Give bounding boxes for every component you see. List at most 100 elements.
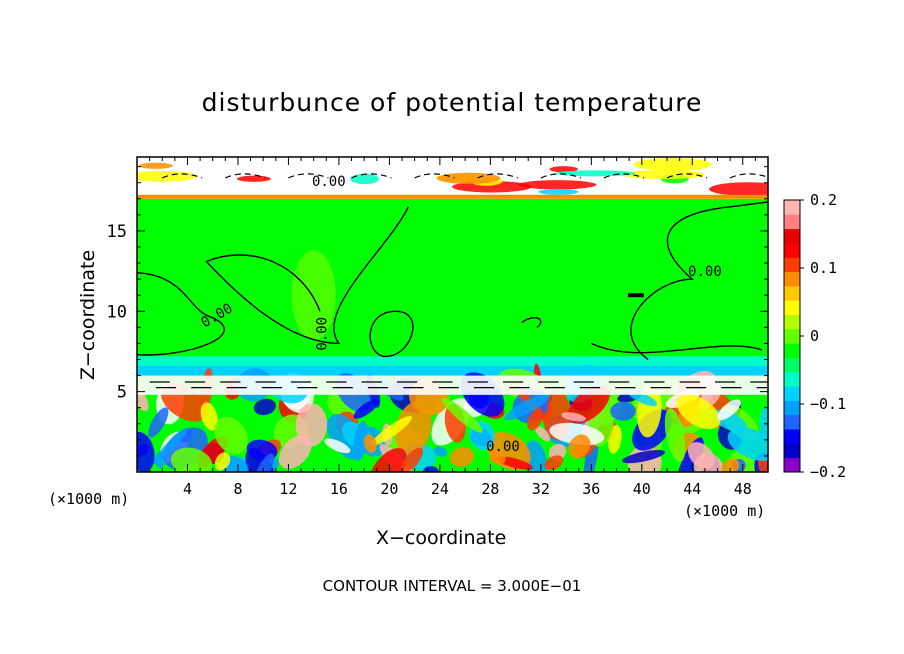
stratosphere-blob — [555, 170, 636, 177]
stratosphere-blob — [452, 181, 532, 193]
colorbar-segment — [784, 343, 800, 358]
y-tick-label: 15 — [107, 222, 127, 242]
lower-field-blob — [489, 450, 506, 465]
stratosphere-contour — [414, 173, 455, 179]
x-axis-label: X−coordinate — [376, 527, 507, 549]
colorbar-segment — [784, 457, 800, 473]
x-tick-label: 44 — [683, 480, 701, 498]
x-unit-label-right: (×1000 m) — [684, 502, 766, 520]
zero-contour — [630, 201, 768, 361]
transition-band-2 — [137, 365, 768, 376]
chart-title: disturbunce of potential temperature — [201, 88, 703, 117]
colorbar-segment — [784, 371, 800, 387]
stratosphere-blob — [538, 188, 579, 195]
stratosphere-blob — [138, 162, 173, 169]
stratosphere-contour — [540, 173, 582, 179]
lower-field-blob — [253, 398, 276, 416]
y-tick-label: 5 — [117, 383, 127, 403]
stratosphere-contour — [603, 173, 645, 179]
lower-field-blob — [214, 452, 231, 471]
stratosphere-contour — [161, 173, 203, 179]
lower-field-blob — [353, 399, 379, 419]
stratosphere-edge — [137, 194, 768, 199]
field-layer: 0.000.000.000.000.00 — [137, 157, 768, 472]
warm-patch — [291, 250, 336, 341]
lower-field-blob — [137, 382, 149, 411]
lower-field-blob — [664, 408, 686, 463]
lower-field-blob — [254, 453, 275, 472]
zero-contour — [369, 310, 414, 357]
x-tick-label: 48 — [734, 480, 752, 498]
lower-field-blob — [153, 428, 188, 465]
lower-field-blob — [371, 416, 412, 446]
colorbar-segment — [784, 386, 800, 401]
tropopause-band — [137, 375, 768, 395]
stratosphere-contour — [729, 173, 768, 179]
stratosphere-blob — [518, 180, 597, 190]
stratosphere-blob — [549, 166, 578, 173]
lower-field-blob — [400, 447, 424, 472]
stratosphere-contour — [351, 173, 392, 179]
lower-field-blob — [368, 448, 407, 472]
colorbar-tick-label: 0.2 — [810, 191, 837, 209]
colorbar-tick-label: −0.2 — [810, 463, 846, 481]
x-tick-label: 28 — [481, 480, 499, 498]
lower-field-blob — [621, 449, 666, 464]
colorbar-segment — [784, 328, 800, 344]
lower-field-blob — [433, 446, 448, 457]
lower-field-blob — [449, 447, 474, 467]
lower-field-blob — [610, 401, 636, 421]
colorbar-segment — [784, 357, 800, 373]
colorbar-tick-label: 0.1 — [810, 259, 837, 277]
lower-field-blob — [687, 442, 715, 470]
colorbar-segment — [784, 414, 800, 430]
contour-fragment — [627, 293, 644, 298]
colorbar-segment — [784, 214, 800, 230]
colorbar-segment — [784, 443, 800, 459]
stratosphere-contour — [225, 173, 266, 179]
stratosphere-blob — [236, 175, 271, 182]
contour-label: 0.00 — [486, 439, 520, 455]
x-tick-label: 32 — [532, 480, 550, 498]
lower-field-blob — [200, 402, 218, 431]
colorbar-segment — [784, 228, 800, 244]
lower-field-blob — [535, 425, 551, 442]
lower-field-blob — [717, 399, 741, 421]
lower-field-blob — [721, 458, 740, 472]
stratosphere-blob — [709, 182, 768, 196]
colorbar-segment — [784, 285, 800, 301]
stratosphere-contour — [477, 173, 518, 179]
colorbar-segment — [784, 314, 800, 330]
x-tick-label: 16 — [330, 480, 348, 498]
lower-field-blob — [568, 434, 591, 459]
x-tick-label: 24 — [431, 480, 449, 498]
zero-contour — [521, 317, 542, 328]
zero-contour — [591, 342, 762, 354]
x-tick-label: 40 — [633, 480, 651, 498]
colorbar-segment — [784, 200, 800, 215]
x-tick-label: 4 — [183, 480, 192, 498]
contour-interval-note: CONTOUR INTERVAL = 3.000E−01 — [322, 577, 582, 595]
lower-field-blob — [170, 447, 213, 472]
x-tick-label: 36 — [582, 480, 600, 498]
lower-field-blob — [561, 412, 586, 422]
contour-label: 0.00 — [688, 264, 722, 280]
zero-contour — [205, 206, 409, 345]
lower-field-blob — [544, 455, 564, 471]
lower-field-blob — [759, 406, 768, 440]
x-unit-label-left: (×1000 m) — [48, 490, 130, 508]
stratosphere-blob — [436, 172, 501, 184]
lower-field-blob — [363, 434, 377, 453]
x-tick-label: 8 — [233, 480, 242, 498]
lower-field-blob — [504, 393, 550, 421]
contour-label: 0.00 — [312, 174, 346, 190]
colorbar-segment — [784, 257, 800, 273]
colorbar-segment — [784, 300, 800, 316]
stratosphere-blob — [350, 173, 380, 185]
x-tick-label: 20 — [380, 480, 398, 498]
lower-field-blob — [324, 438, 351, 454]
lower-field-blob — [148, 407, 169, 438]
colorbar-segment — [784, 271, 800, 287]
colorbar-segment — [784, 429, 800, 444]
